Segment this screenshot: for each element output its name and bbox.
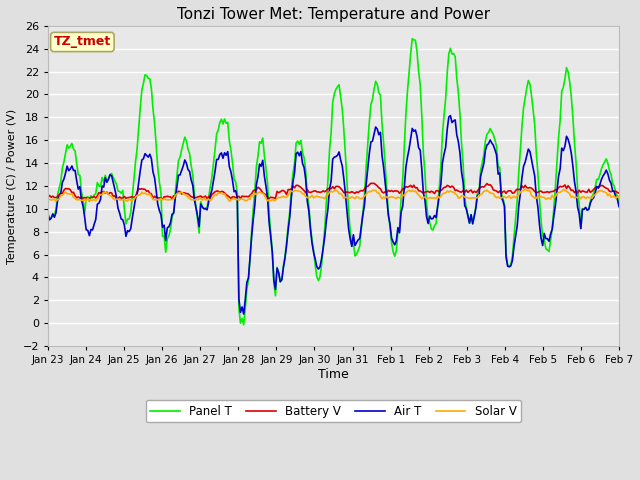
Title: Tonzi Tower Met: Temperature and Power: Tonzi Tower Met: Temperature and Power <box>177 7 490 22</box>
Battery V <box>235 193 243 199</box>
Line: Air T: Air T <box>48 116 619 314</box>
Air T <box>296 153 303 159</box>
Battery V <box>615 190 623 196</box>
Panel T <box>586 198 594 204</box>
Panel T <box>615 202 623 208</box>
Battery V <box>244 194 252 200</box>
Text: TZ_tmet: TZ_tmet <box>54 36 111 48</box>
Battery V <box>44 195 52 201</box>
Solar V <box>116 197 124 203</box>
Battery V <box>159 196 166 202</box>
Solar V <box>244 196 252 202</box>
Battery V <box>367 180 375 186</box>
Air T <box>214 156 222 162</box>
Air T <box>114 205 122 211</box>
Battery V <box>114 196 122 202</box>
Solar V <box>586 194 594 200</box>
Solar V <box>522 186 529 192</box>
Solar V <box>235 197 243 203</box>
Air T <box>44 212 52 217</box>
Air T <box>234 195 241 201</box>
Air T <box>447 113 454 119</box>
Solar V <box>615 193 623 199</box>
Line: Battery V: Battery V <box>48 183 619 199</box>
Solar V <box>83 199 90 204</box>
Air T <box>244 275 252 281</box>
Solar V <box>44 197 52 203</box>
Solar V <box>296 189 303 194</box>
Panel T <box>234 190 241 196</box>
Air T <box>240 311 248 317</box>
Air T <box>586 200 594 206</box>
Panel T <box>214 127 222 133</box>
Line: Panel T: Panel T <box>48 39 619 325</box>
Panel T <box>296 142 303 147</box>
Air T <box>615 204 623 210</box>
X-axis label: Time: Time <box>318 368 349 381</box>
Line: Solar V: Solar V <box>48 189 619 202</box>
Legend: Panel T, Battery V, Air T, Solar V: Panel T, Battery V, Air T, Solar V <box>146 400 522 422</box>
Panel T <box>408 36 416 42</box>
Solar V <box>216 191 223 196</box>
Battery V <box>586 190 594 195</box>
Y-axis label: Temperature (C) / Power (V): Temperature (C) / Power (V) <box>7 108 17 264</box>
Panel T <box>244 278 252 284</box>
Battery V <box>216 190 223 195</box>
Panel T <box>240 322 248 328</box>
Panel T <box>114 188 122 194</box>
Panel T <box>44 210 52 216</box>
Battery V <box>296 183 303 189</box>
